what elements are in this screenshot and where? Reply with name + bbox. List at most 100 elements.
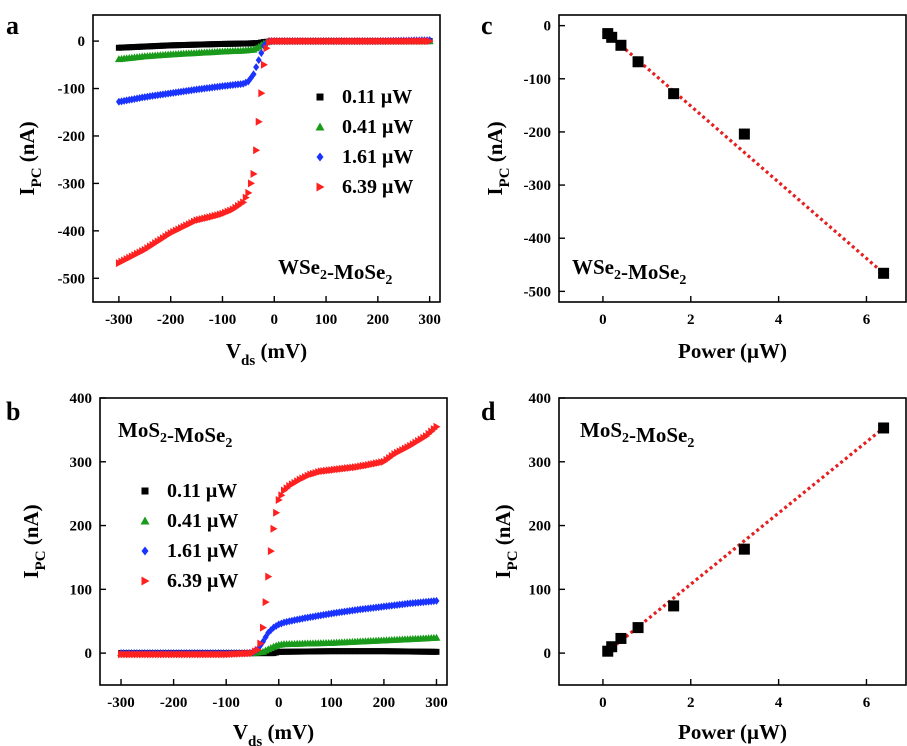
legend-marker [315, 122, 325, 131]
panel-letter-d: d [481, 397, 496, 426]
data-point [632, 56, 644, 68]
y-tick-label: -200 [524, 125, 552, 141]
x-tick-label: 100 [315, 312, 338, 328]
data-point [615, 632, 627, 644]
x-tick-label: 4 [775, 312, 783, 328]
plot-frame [92, 14, 441, 303]
y-tick-label: -200 [58, 129, 86, 145]
data-point [255, 56, 262, 65]
legend-entry: 1.61 μW [342, 146, 413, 168]
panel-letter-b: b [6, 397, 20, 426]
panel-letter-a: a [6, 11, 19, 40]
heterostructure-label: WSe2-MoSe2 [278, 255, 392, 288]
plot-frame [99, 397, 448, 686]
data-point [273, 508, 281, 517]
x-axis-label: Vds (mV) [226, 339, 307, 369]
y-tick-label: 0 [544, 646, 552, 662]
x-tick-label: -200 [157, 312, 185, 328]
legend-entry: 0.11 μW [342, 86, 412, 108]
y-tick-label: 100 [529, 582, 552, 598]
data-point [606, 31, 618, 43]
legend-entry: 1.61 μW [167, 540, 238, 562]
data-point [433, 648, 440, 655]
data-point [240, 198, 248, 207]
y-tick-label: 100 [70, 582, 93, 598]
y-tick-label: -500 [58, 271, 86, 287]
data-point [258, 48, 265, 57]
x-tick-label: -300 [105, 312, 133, 328]
x-tick-label: 200 [373, 695, 396, 711]
data-point [258, 89, 266, 98]
data-point [260, 60, 268, 69]
legend-marker [141, 546, 149, 556]
data-point [254, 645, 262, 654]
x-tick-label: 0 [275, 695, 283, 711]
x-tick-label: 6 [863, 312, 871, 328]
x-tick-label: 2 [687, 312, 695, 328]
y-tick-label: 0 [78, 34, 86, 50]
x-axis-label: Power (μW) [678, 720, 787, 744]
legend-marker [141, 576, 150, 586]
chart-panel-c: c 0 2 4 6 0 -100 -200 -300 -400 -500 Power (μW) IPC … [481, 11, 907, 363]
data-point [257, 639, 265, 648]
data-point [278, 491, 286, 500]
legend-entry: 6.39 μW [167, 570, 238, 592]
plot-frame [558, 397, 907, 686]
legend-marker [316, 182, 325, 192]
legend-entry: 0.41 μW [342, 116, 413, 138]
x-tick-label: 6 [863, 695, 871, 711]
x-tick-label: 0 [599, 312, 607, 328]
x-tick-label: 0 [271, 312, 279, 328]
y-tick-label: -400 [58, 224, 86, 240]
legend-marker [141, 487, 149, 495]
data-point [265, 572, 273, 581]
y-tick-label: 400 [70, 391, 93, 407]
y-tick-label: -500 [524, 284, 552, 300]
x-tick-label: 300 [418, 312, 441, 328]
data-point [259, 623, 267, 632]
series-1 [602, 28, 890, 279]
x-tick-label: 200 [367, 312, 390, 328]
x-tick-label: -100 [212, 695, 240, 711]
y-axis-label: IPC (nA) [15, 121, 45, 195]
data-point [253, 63, 260, 72]
data-point [270, 524, 278, 533]
y-tick-label: 0 [85, 646, 93, 662]
data-point [275, 496, 283, 505]
x-tick-label: 300 [425, 695, 448, 711]
legend-marker [316, 152, 324, 162]
chart-panel-a: a -300 -200 -100 0 100 200 300 0 -100 -200 -300 -400… [6, 11, 441, 369]
plot-frame [558, 14, 907, 303]
legend-marker [140, 516, 150, 525]
fit-line [606, 426, 885, 654]
data-point [426, 37, 434, 46]
y-tick-label: 300 [529, 455, 552, 471]
y-tick-label: 0 [544, 19, 552, 35]
data-point [668, 88, 680, 100]
x-tick-label: 0 [599, 695, 607, 711]
heterostructure-label: MoS2-MoSe2 [118, 418, 232, 451]
y-axis-label: IPC (nA) [19, 504, 49, 578]
y-tick-label: -300 [524, 178, 552, 194]
data-point [632, 622, 644, 634]
data-point [242, 193, 250, 202]
fit-line [606, 32, 885, 275]
data-point [253, 146, 261, 155]
panel-letter-c: c [481, 11, 493, 40]
data-point [433, 422, 441, 431]
x-tick-label: -200 [160, 695, 188, 711]
legend: 0.11 μW 0.41 μW 1.61 μW 6.39 μW [140, 480, 238, 592]
x-tick-label: 100 [320, 695, 343, 711]
y-tick-label: 300 [70, 455, 93, 471]
data-point [263, 44, 271, 53]
y-tick-label: 200 [529, 519, 552, 535]
heterostructure-label: MoS2-MoSe2 [580, 418, 694, 451]
data-point [668, 600, 680, 612]
y-tick-label: -300 [58, 176, 86, 192]
series-4 [118, 422, 441, 659]
data-point [247, 179, 255, 188]
legend-entry: 6.39 μW [342, 176, 413, 198]
data-point [433, 596, 440, 605]
series-1 [602, 422, 890, 657]
